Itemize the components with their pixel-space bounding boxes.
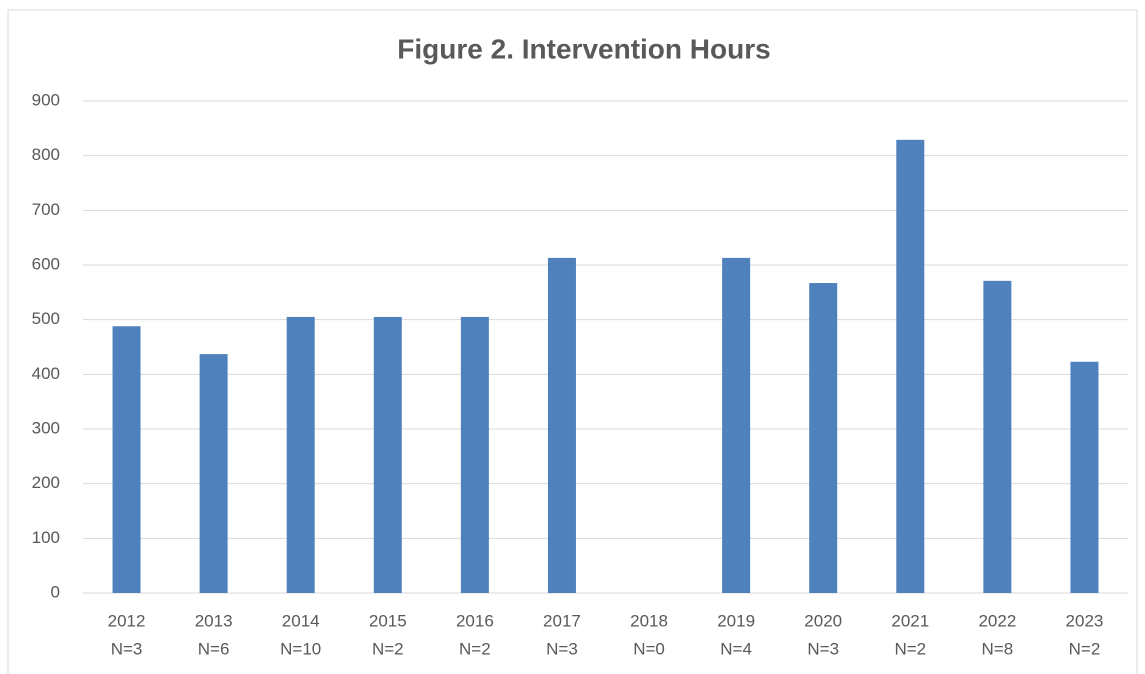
x-tick-sublabel: N=2: [1069, 639, 1101, 658]
x-tick-sublabel: N=2: [459, 639, 491, 658]
chart-title: Figure 2. Intervention Hours: [397, 33, 770, 64]
x-tick-sublabel: N=3: [111, 639, 143, 658]
bar: [286, 316, 315, 593]
x-tick-label: 2012: [108, 611, 146, 630]
bar: [809, 283, 838, 593]
bar: [112, 326, 141, 593]
bar: [896, 139, 925, 593]
bar: [722, 257, 751, 593]
x-tick-label: 2019: [717, 611, 755, 630]
bar: [373, 316, 402, 593]
y-tick-label: 900: [32, 90, 60, 109]
x-tick-sublabel: N=4: [720, 639, 752, 658]
x-tick-label: 2023: [1066, 611, 1104, 630]
x-tick-label: 2022: [978, 611, 1016, 630]
y-tick-label: 500: [32, 309, 60, 328]
bar: [1070, 361, 1099, 593]
x-tick-sublabel: N=8: [982, 639, 1014, 658]
y-tick-label: 800: [32, 145, 60, 164]
x-tick-label: 2013: [195, 611, 233, 630]
y-tick-label: 400: [32, 364, 60, 383]
y-tick-label: 100: [32, 528, 60, 547]
x-tick-sublabel: N=3: [546, 639, 578, 658]
x-tick-sublabel: N=0: [633, 639, 665, 658]
x-tick-label: 2017: [543, 611, 581, 630]
x-tick-label: 2015: [369, 611, 407, 630]
x-tick-sublabel: N=2: [894, 639, 926, 658]
bar: [983, 280, 1012, 593]
x-tick-label: 2020: [804, 611, 842, 630]
y-tick-label: 0: [51, 582, 60, 601]
y-tick-label: 200: [32, 473, 60, 492]
y-tick-label: 600: [32, 254, 60, 273]
x-tick-sublabel: N=2: [372, 639, 404, 658]
y-tick-label: 300: [32, 418, 60, 437]
x-tick-sublabel: N=3: [807, 639, 839, 658]
x-tick-sublabel: N=10: [280, 639, 321, 658]
x-tick-label: 2014: [282, 611, 320, 630]
x-tick-sublabel: N=6: [198, 639, 230, 658]
bar: [547, 257, 576, 593]
x-tick-label: 2021: [891, 611, 929, 630]
bar: [199, 354, 228, 593]
y-tick-label: 700: [32, 200, 60, 219]
x-tick-label: 2016: [456, 611, 494, 630]
bar: [460, 316, 489, 593]
x-tick-label: 2018: [630, 611, 668, 630]
